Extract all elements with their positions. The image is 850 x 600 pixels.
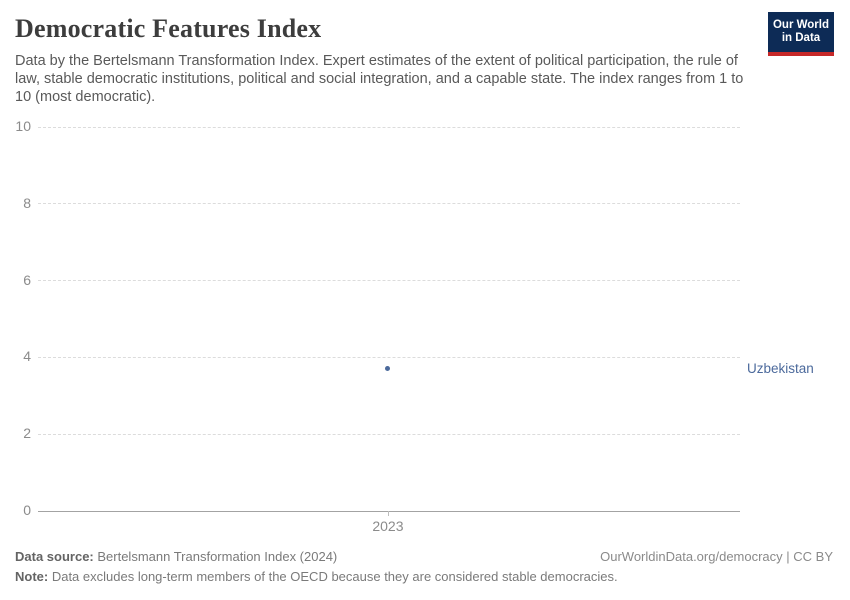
- note-label: Note:: [15, 569, 49, 584]
- x-axis-tick-mark: [387, 511, 389, 516]
- page-title: Democratic Features Index: [15, 14, 322, 43]
- entity-label-uzbekistan[interactable]: Uzbekistan: [747, 360, 814, 376]
- y-gridline-10: [38, 126, 740, 128]
- y-axis-tick-label: 8: [23, 194, 31, 211]
- owid-logo-line2: in Data: [781, 32, 821, 44]
- x-axis-tick-label: 2023: [372, 518, 404, 534]
- chart-subtitle: Data by the Bertelsmann Transformation I…: [15, 53, 744, 105]
- y-gridline-0: [38, 510, 740, 512]
- y-gridline-6: [38, 280, 740, 282]
- data-source-line: Data source: Bertelsmann Transformation …: [15, 549, 337, 564]
- owid-license-link[interactable]: OurWorldinData.org/democracy | CC BY: [600, 549, 833, 564]
- y-axis-tick-label: 2: [23, 425, 31, 442]
- y-gridline-4: [38, 356, 740, 358]
- data-source-label: Data source:: [15, 549, 94, 564]
- owid-logo[interactable]: Our World in Data: [768, 12, 834, 56]
- y-axis-tick-label: 0: [23, 502, 31, 518]
- data-point-uzbekistan[interactable]: [385, 366, 391, 372]
- y-axis-tick-label: 4: [23, 348, 31, 365]
- y-axis-tick-label: 10: [15, 118, 31, 134]
- data-source-text: Bertelsmann Transformation Index (2024): [93, 549, 338, 564]
- y-gridline-8: [38, 203, 740, 205]
- note-text: Data excludes long-term members of the O…: [48, 569, 618, 584]
- owid-logo-line1: Our World: [772, 19, 829, 31]
- y-gridline-2: [38, 433, 740, 435]
- note-line: Note: Data excludes long-term members of…: [15, 569, 618, 584]
- y-axis-tick-label: 6: [23, 271, 31, 288]
